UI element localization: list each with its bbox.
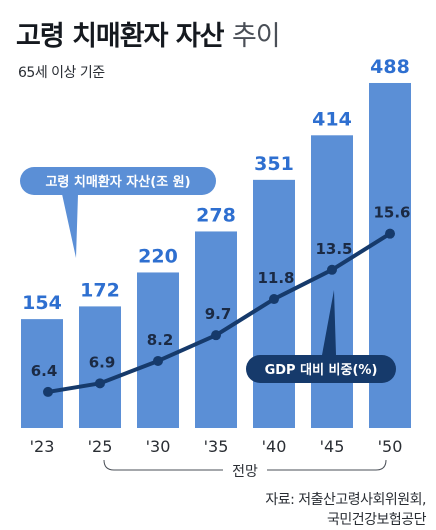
forecast-label: 전망 bbox=[232, 464, 258, 480]
chart-title-bold: 고령 치매환자 자산 bbox=[16, 21, 225, 52]
ratio-point-2 bbox=[153, 355, 163, 366]
ratio-point-4 bbox=[269, 294, 279, 305]
ratio-point-3 bbox=[211, 330, 221, 341]
forecast-label-bg bbox=[223, 460, 267, 480]
x-tick-1: '25 bbox=[88, 437, 113, 456]
x-tick-2: '30 bbox=[146, 437, 171, 456]
ratio-series bbox=[43, 228, 395, 397]
source-line-2: 국민건강보험공단 bbox=[326, 512, 427, 528]
ratio-value-label-5: 13.5 bbox=[315, 240, 352, 258]
legend-ratio-series: GDP 대비 비중(%) bbox=[246, 290, 396, 383]
legend-ratio-pill bbox=[246, 355, 396, 383]
ratio-value-label-2: 8.2 bbox=[147, 331, 174, 349]
ratio-value-label-6: 15.6 bbox=[373, 204, 410, 222]
chart-subtitle: 65세 이상 기준 bbox=[18, 65, 105, 81]
ratio-value-label-1: 6.9 bbox=[89, 353, 116, 371]
x-axis-ticks: '23 '25 '30 '35 '40 '45 '50 bbox=[30, 437, 403, 456]
source-line-1: 자료: 저출산고령사회위원회, bbox=[265, 492, 426, 508]
ratio-point-1 bbox=[95, 378, 105, 389]
bar-value-label-3: 278 bbox=[196, 204, 236, 226]
legend-ratio-label: GDP 대비 비중(%) bbox=[265, 363, 378, 378]
x-tick-5: '45 bbox=[320, 437, 345, 456]
legend-bar-pill bbox=[20, 167, 216, 195]
legend-bar-pointer bbox=[62, 194, 78, 258]
bar-0 bbox=[21, 319, 63, 428]
legend-bar-series: 고령 치매환자 자산(조 원) bbox=[20, 167, 216, 258]
ratio-value-label-0: 6.4 bbox=[31, 362, 58, 380]
forecast-bracket: 전망 bbox=[103, 459, 387, 480]
bar-value-label-2: 220 bbox=[138, 245, 178, 267]
bar-value-label-0: 154 bbox=[22, 292, 62, 314]
ratio-value-labels: 6.4 6.9 8.2 9.7 11.8 13.5 15.6 bbox=[31, 204, 411, 380]
legend-ratio-pointer bbox=[322, 290, 336, 355]
ratio-value-label-4: 11.8 bbox=[257, 269, 294, 287]
bar-value-label-4: 351 bbox=[254, 153, 294, 175]
legend-bar-label: 고령 치매환자 자산(조 원) bbox=[45, 174, 190, 190]
bar-5 bbox=[311, 135, 353, 428]
ratio-value-label-3: 9.7 bbox=[205, 305, 232, 323]
chart-title-light: 추이 bbox=[231, 21, 281, 52]
bar-value-label-5: 414 bbox=[312, 108, 352, 130]
bar-3 bbox=[195, 231, 237, 428]
ratio-point-0 bbox=[43, 386, 53, 397]
chart-title: 고령 치매환자 자산 추이 bbox=[16, 14, 281, 53]
x-tick-0: '23 bbox=[30, 437, 55, 456]
x-tick-4: '40 bbox=[262, 437, 287, 456]
bar-value-labels: 154 172 220 278 351 414 488 bbox=[22, 56, 410, 314]
bar-2 bbox=[137, 272, 179, 428]
ratio-point-6 bbox=[385, 228, 395, 239]
ratio-point-5 bbox=[327, 264, 337, 275]
bar-value-label-6: 488 bbox=[370, 56, 410, 78]
x-tick-6: '50 bbox=[378, 437, 403, 456]
bar-1 bbox=[79, 306, 121, 428]
x-tick-3: '35 bbox=[204, 437, 229, 456]
bar-value-label-1: 172 bbox=[80, 279, 120, 301]
source-note: 자료: 저출산고령사회위원회, 국민건강보험공단 bbox=[265, 490, 426, 530]
